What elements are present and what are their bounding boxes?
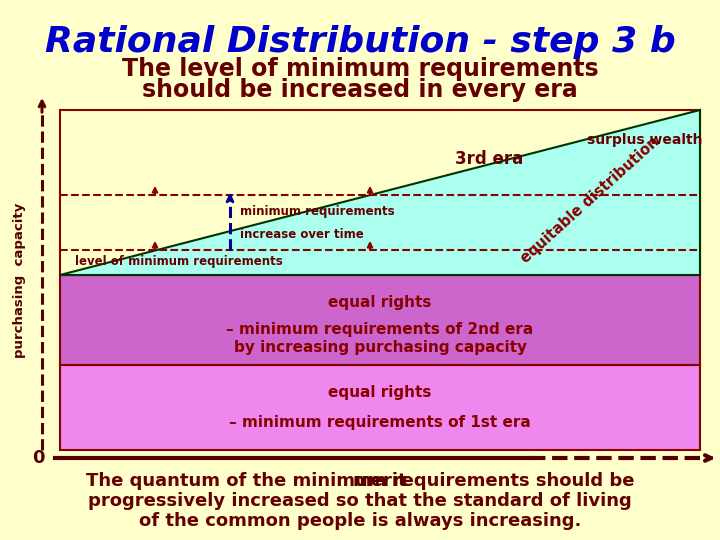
Text: progressively increased so that the standard of living: progressively increased so that the stan…: [88, 492, 632, 510]
Text: surplus wealth: surplus wealth: [588, 133, 703, 147]
Text: purchasing  capacity: purchasing capacity: [14, 202, 27, 357]
Polygon shape: [60, 110, 700, 275]
Text: by increasing purchasing capacity: by increasing purchasing capacity: [233, 340, 526, 355]
Text: should be increased in every era: should be increased in every era: [142, 78, 578, 102]
Text: equal rights: equal rights: [328, 384, 432, 400]
Text: The level of minimum requirements: The level of minimum requirements: [122, 57, 598, 81]
Text: – minimum requirements of 2nd era: – minimum requirements of 2nd era: [226, 322, 534, 337]
Text: Rational Distribution - step 3 b: Rational Distribution - step 3 b: [45, 25, 675, 59]
Text: level of minimum requirements: level of minimum requirements: [75, 255, 283, 268]
Bar: [60, 275, 700, 365]
Bar: [60, 110, 700, 275]
Text: increase over time: increase over time: [240, 227, 364, 240]
Text: equitable distribution: equitable distribution: [518, 134, 662, 266]
Text: The quantum of the minimum requirements should be: The quantum of the minimum requirements …: [86, 472, 634, 490]
Text: – minimum requirements of 1st era: – minimum requirements of 1st era: [229, 415, 531, 430]
Text: of the common people is always increasing.: of the common people is always increasin…: [139, 512, 581, 530]
Text: 0: 0: [32, 449, 44, 467]
Text: equal rights: equal rights: [328, 295, 432, 310]
Bar: [60, 365, 700, 450]
Text: minimum requirements: minimum requirements: [240, 205, 395, 218]
Text: merit: merit: [353, 472, 408, 490]
Text: 3rd era: 3rd era: [455, 150, 523, 168]
